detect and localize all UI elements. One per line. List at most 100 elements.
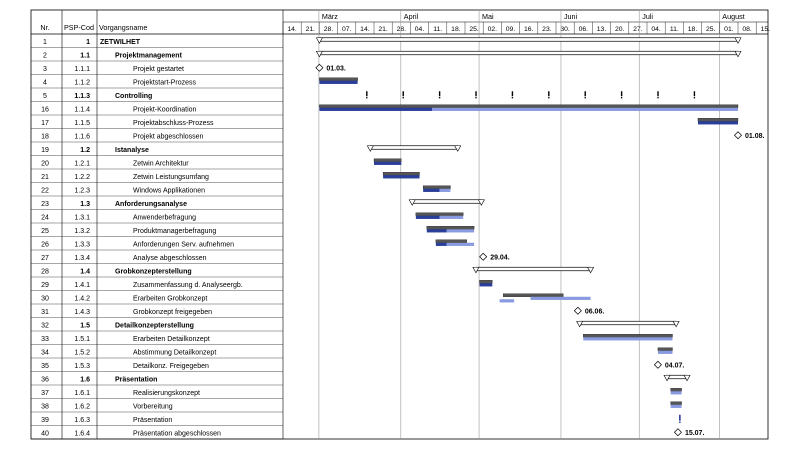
summary-bar: [579, 320, 677, 326]
timeline-grid: [318, 10, 720, 439]
row-psp: 1: [86, 39, 90, 46]
row-name: Zetwin Architektur: [133, 160, 189, 167]
baseline-bar: [435, 239, 467, 243]
month-label: August: [722, 12, 744, 21]
plan-bar: [530, 296, 591, 300]
week-label: 25.: [469, 26, 479, 33]
row-nr: 24: [41, 214, 49, 221]
controlling-mark: [511, 91, 514, 97]
plan-bar: [446, 242, 475, 246]
row-psp: 1.1.4: [74, 106, 90, 113]
actual-bar: [319, 80, 358, 84]
week-label: 09.: [506, 26, 516, 33]
controlling-mark-dot: [620, 97, 623, 99]
baseline-bar: [319, 77, 358, 81]
week-label: 04.: [415, 26, 425, 33]
row-nr: 35: [41, 363, 49, 370]
controlling-mark: [693, 91, 696, 97]
summary-start-cap: [576, 320, 584, 328]
summary-bar: [411, 199, 482, 204]
row-nr: 20: [41, 160, 49, 167]
row-nr: 38: [41, 403, 49, 410]
milestone-date: 01.08.: [745, 133, 765, 140]
summary-end-cap: [734, 50, 742, 58]
row-name: Produktmanagerbefragung: [133, 228, 216, 235]
row-name: Windows Applikationen: [133, 187, 205, 194]
controlling-mark: [620, 91, 623, 97]
week-label: 20.: [615, 26, 625, 33]
plan-bar: [432, 107, 738, 111]
milestone-diamond: [573, 306, 582, 315]
controlling-mark: [438, 91, 441, 97]
row-psp: 1.4: [80, 268, 90, 275]
baseline-bar: [415, 212, 464, 216]
baseline-bar: [670, 388, 682, 392]
week-label: 28.: [324, 26, 334, 33]
controlling-mark-dot: [438, 97, 441, 99]
header-psp: PSP-Cod: [64, 23, 94, 32]
row-psp: 1.4.1: [74, 282, 90, 289]
presentation-mark-dot: [679, 421, 681, 423]
row-psp: 1.3.3: [74, 241, 90, 248]
actual-bar: [426, 229, 447, 233]
summary-bar: [319, 50, 739, 56]
milestone-diamond: [653, 360, 662, 369]
row-nr: 26: [41, 241, 49, 248]
row-name: Projektstart-Prozess: [133, 79, 197, 86]
controlling-mark-dot: [548, 97, 550, 99]
row-psp: 1.2.1: [74, 160, 90, 167]
baseline-bar: [319, 104, 739, 108]
row-nr: 5: [43, 93, 47, 100]
baseline-bar: [422, 185, 451, 189]
plan-bar: [439, 188, 451, 192]
header-name: Vorgangsname: [99, 23, 147, 32]
controlling-mark: [548, 91, 550, 97]
week-label: 07.: [342, 26, 352, 33]
row-nr: 17: [41, 120, 49, 127]
row-name: Projektmanagement: [115, 52, 183, 59]
row-nr: 25: [41, 228, 49, 235]
controlling-mark-dot: [511, 97, 514, 99]
milestone-date: 06.06.: [585, 308, 605, 315]
actual-bar: [319, 107, 433, 111]
week-label: 11.: [433, 26, 442, 33]
actual-bar: [423, 188, 440, 192]
row-name: Realisierungskonzept: [133, 390, 200, 397]
week-label: 13.: [597, 26, 607, 33]
week-label: 14.: [287, 26, 297, 33]
controlling-mark: [475, 91, 477, 97]
milestone-diamond: [734, 131, 742, 140]
row-name: Zetwin Leistungsumfang: [133, 174, 209, 181]
plan-bar: [670, 404, 682, 408]
actual-bar: [415, 215, 440, 219]
week-label: 21.: [378, 26, 388, 33]
summary-start-cap: [408, 199, 416, 206]
row-name: Projektabschluss-Prozess: [133, 120, 214, 127]
plan-bar: [439, 215, 464, 219]
baseline-bar: [583, 334, 673, 338]
row-psp: 1.5: [80, 322, 90, 329]
row-nr: 39: [41, 417, 49, 424]
row-name: Controlling: [115, 93, 152, 100]
baseline-bar: [503, 293, 564, 297]
month-label: Juli: [642, 12, 653, 21]
header-nr: Nr.: [40, 23, 49, 32]
row-psp: 1.3.1: [74, 214, 90, 221]
actual-bar: [374, 161, 402, 165]
row-psp: 1.4.2: [74, 295, 90, 302]
month-label: März: [322, 12, 338, 21]
row-psp: 1.3.2: [74, 228, 90, 235]
row-nr: 16: [41, 106, 49, 113]
row-name: Erarbeiten Grobkonzept: [133, 295, 207, 302]
plan-bar: [499, 299, 515, 303]
row-nr: 18: [41, 133, 49, 140]
controlling-mark-dot: [402, 97, 404, 99]
controlling-mark-dot: [475, 97, 477, 99]
timeline-bars: 01.03. 01.08. 29.04. 06.06. 04.07. 15.07.: [315, 37, 765, 437]
plan-bar: [670, 391, 682, 395]
controlling-mark: [584, 91, 586, 97]
row-name: Präsentation: [133, 417, 172, 424]
table-frame: [30, 9, 769, 440]
row-nr: 27: [41, 255, 49, 262]
